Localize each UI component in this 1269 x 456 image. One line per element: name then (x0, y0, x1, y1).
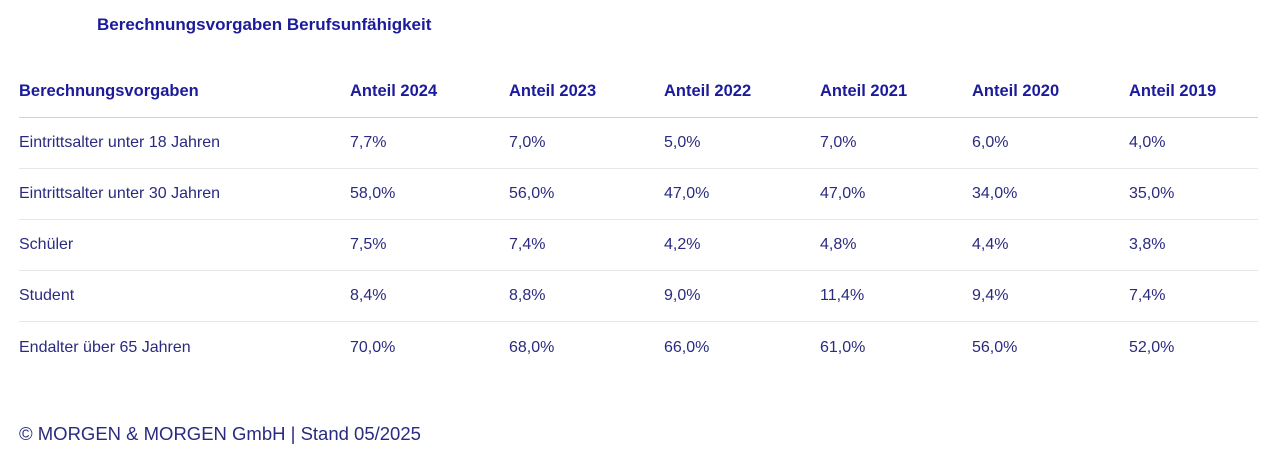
cell-value: 3,8% (1129, 236, 1166, 253)
row-label: Student (19, 287, 75, 304)
cell-value: 7,0% (509, 134, 546, 151)
column-header-year: Anteil 2023 (509, 82, 597, 100)
column-header-year: Anteil 2022 (664, 82, 752, 100)
table-row: Student 8,4% 8,8% 9,0% 11,4% 9,4% 7,4% (19, 271, 1258, 322)
row-label: Eintrittsalter unter 30 Jahren (19, 185, 220, 202)
cell-value: 7,0% (820, 134, 857, 151)
cell-value: 8,4% (350, 287, 387, 304)
cell-value: 4,2% (664, 236, 701, 253)
cell-value: 56,0% (509, 185, 555, 202)
cell-value: 4,0% (1129, 134, 1166, 151)
row-label: Schüler (19, 236, 74, 253)
cell-value: 35,0% (1129, 185, 1175, 202)
table-row: Eintrittsalter unter 30 Jahren 58,0% 56,0%… (19, 169, 1258, 220)
column-header-year: Anteil 2024 (350, 82, 438, 100)
cell-value: 7,7% (350, 134, 387, 151)
page-title: Berechnungsvorgaben Berufsunfähigkeit (97, 15, 432, 34)
cell-value: 5,0% (664, 134, 701, 151)
row-label: Endalter über 65 Jahren (19, 338, 191, 356)
row-label: Eintrittsalter unter 18 Jahren (19, 134, 220, 151)
cell-value: 7,4% (1129, 287, 1166, 304)
column-header-label: Berechnungsvorgaben (19, 82, 199, 100)
table-row: Eintrittsalter unter 18 Jahren 7,7% 7,0% 5,… (19, 118, 1258, 169)
cell-value: 9,0% (664, 287, 701, 304)
cell-value: 68,0% (509, 338, 555, 356)
table-row: Schüler 7,5% 7,4% 4,2% 4,8% 4,4% 3,8% (19, 220, 1258, 271)
cell-value: 7,5% (350, 236, 387, 253)
cell-value: 66,0% (664, 338, 710, 356)
cell-value: 47,0% (820, 185, 866, 202)
cell-value: 11,4% (820, 287, 865, 304)
calculation-table: Berechnungsvorgaben Anteil 2024 Anteil 202… (19, 82, 1258, 373)
table-body: Eintrittsalter unter 18 Jahren 7,7% 7,0% 5,… (19, 118, 1258, 373)
cell-value: 58,0% (350, 185, 396, 202)
table-row: Endalter über 65 Jahren 70,0% 68,0% 66,0% 61… (19, 322, 1258, 373)
cell-value: 61,0% (820, 338, 866, 356)
cell-value: 6,0% (972, 134, 1009, 151)
cell-value: 34,0% (972, 185, 1018, 202)
column-header-year: Anteil 2021 (820, 82, 908, 100)
cell-value: 56,0% (972, 338, 1018, 356)
column-header-year: Anteil 2019 (1129, 82, 1217, 100)
cell-value: 8,8% (509, 287, 546, 304)
cell-value: 7,4% (509, 236, 546, 253)
copyright-footer: © MORGEN & MORGEN GmbH | Stand 05/2025 (19, 423, 421, 444)
cell-value: 4,4% (972, 236, 1009, 253)
cell-value: 52,0% (1129, 338, 1175, 356)
cell-value: 4,8% (820, 236, 857, 253)
cell-value: 70,0% (350, 338, 396, 356)
table-header-row: Berechnungsvorgaben Anteil 2024 Anteil 202… (19, 82, 1258, 118)
cell-value: 9,4% (972, 287, 1009, 304)
cell-value: 47,0% (664, 185, 710, 202)
column-header-year: Anteil 2020 (972, 82, 1060, 100)
